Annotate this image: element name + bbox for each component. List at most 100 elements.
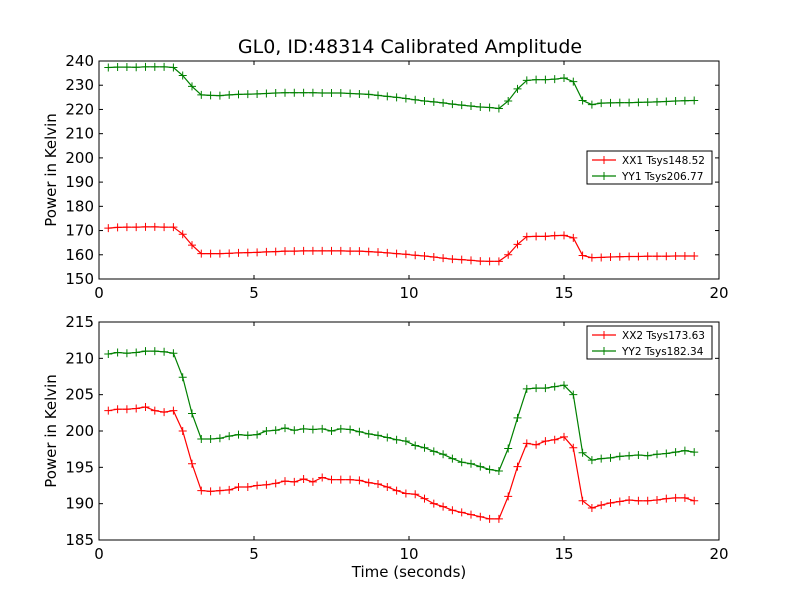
data-point xyxy=(290,247,299,256)
data-point xyxy=(401,250,410,259)
data-point xyxy=(615,497,624,506)
data-point xyxy=(308,88,317,97)
data-point xyxy=(132,348,141,357)
y-tick-label: 210 xyxy=(65,349,94,367)
data-point xyxy=(597,99,606,108)
data-point xyxy=(569,390,578,399)
data-point xyxy=(467,510,475,519)
data-point xyxy=(355,427,364,436)
data-point xyxy=(253,481,262,490)
data-point xyxy=(132,63,141,72)
data-point xyxy=(606,498,615,507)
data-point xyxy=(578,496,587,505)
data-point xyxy=(485,103,494,112)
data-point xyxy=(104,349,113,358)
data-point xyxy=(336,475,345,484)
data-point xyxy=(420,494,429,503)
data-point xyxy=(336,246,345,255)
data-point xyxy=(150,347,159,356)
data-point xyxy=(299,424,308,433)
data-point xyxy=(467,102,475,111)
data-point xyxy=(253,430,262,439)
data-point xyxy=(401,489,410,498)
data-point xyxy=(281,477,289,486)
data-point xyxy=(318,88,327,97)
data-point xyxy=(615,98,624,107)
data-point xyxy=(346,425,355,434)
data-point xyxy=(532,384,541,393)
data-point xyxy=(215,434,224,443)
data-point xyxy=(653,496,661,505)
legend-marker xyxy=(600,331,608,339)
data-point xyxy=(141,403,150,412)
legend: XX2 Tsys173.63 YY2 Tsys182.34 xyxy=(586,325,713,360)
series-1 xyxy=(104,222,699,266)
data-point xyxy=(532,440,541,449)
data-point xyxy=(653,252,661,261)
data-point xyxy=(420,251,429,260)
data-point xyxy=(150,406,159,415)
data-point xyxy=(476,257,485,266)
data-point xyxy=(374,431,382,440)
data-point xyxy=(104,63,113,72)
data-point xyxy=(560,231,568,240)
data-point xyxy=(680,96,689,105)
data-point xyxy=(671,493,680,502)
data-point xyxy=(206,434,215,443)
data-point xyxy=(560,73,568,82)
y-tick-label: 205 xyxy=(65,386,94,404)
legend-marker xyxy=(600,156,608,164)
x-tick-label: 5 xyxy=(249,284,259,302)
data-point xyxy=(653,450,661,459)
data-point xyxy=(281,247,289,256)
data-point xyxy=(476,462,485,471)
data-point xyxy=(429,447,438,456)
data-point xyxy=(587,253,596,262)
y-tick-label: 200 xyxy=(65,149,94,167)
y-tick-label: 160 xyxy=(65,246,94,264)
data-point xyxy=(346,475,355,484)
data-point xyxy=(634,496,643,505)
data-point xyxy=(188,241,196,250)
data-point xyxy=(504,96,513,105)
data-point xyxy=(234,248,243,257)
data-point xyxy=(606,98,615,107)
data-point xyxy=(160,62,169,71)
data-point xyxy=(234,482,243,491)
data-point xyxy=(485,257,494,266)
x-tick-label: 0 xyxy=(94,545,104,563)
data-point xyxy=(429,97,438,106)
data-point xyxy=(197,486,206,495)
data-point xyxy=(522,384,531,393)
data-point xyxy=(318,424,327,433)
data-point xyxy=(485,465,494,474)
data-point xyxy=(271,88,280,97)
data-point xyxy=(327,475,336,484)
data-point xyxy=(662,97,671,106)
data-point xyxy=(215,249,224,258)
data-point xyxy=(355,247,364,256)
legend-label: XX1 Tsys148.52 xyxy=(622,155,705,167)
data-point xyxy=(160,408,169,417)
data-point xyxy=(429,499,438,508)
data-point xyxy=(243,90,252,99)
data-point xyxy=(383,92,392,101)
data-point xyxy=(411,251,420,260)
data-point xyxy=(262,247,271,256)
data-point xyxy=(494,104,503,113)
data-point xyxy=(374,248,382,257)
y-axis-label: Power in Kelvin xyxy=(42,113,60,227)
data-point xyxy=(560,432,568,441)
data-point xyxy=(290,88,299,97)
data-point xyxy=(346,247,355,256)
data-point xyxy=(132,404,141,413)
data-point xyxy=(522,439,531,448)
x-tick-label: 0 xyxy=(94,284,104,302)
data-point xyxy=(476,512,485,521)
data-point xyxy=(271,426,280,435)
data-point xyxy=(643,98,652,107)
data-point xyxy=(634,252,643,261)
data-point xyxy=(225,249,234,258)
data-point xyxy=(606,252,615,261)
data-point xyxy=(243,248,252,257)
